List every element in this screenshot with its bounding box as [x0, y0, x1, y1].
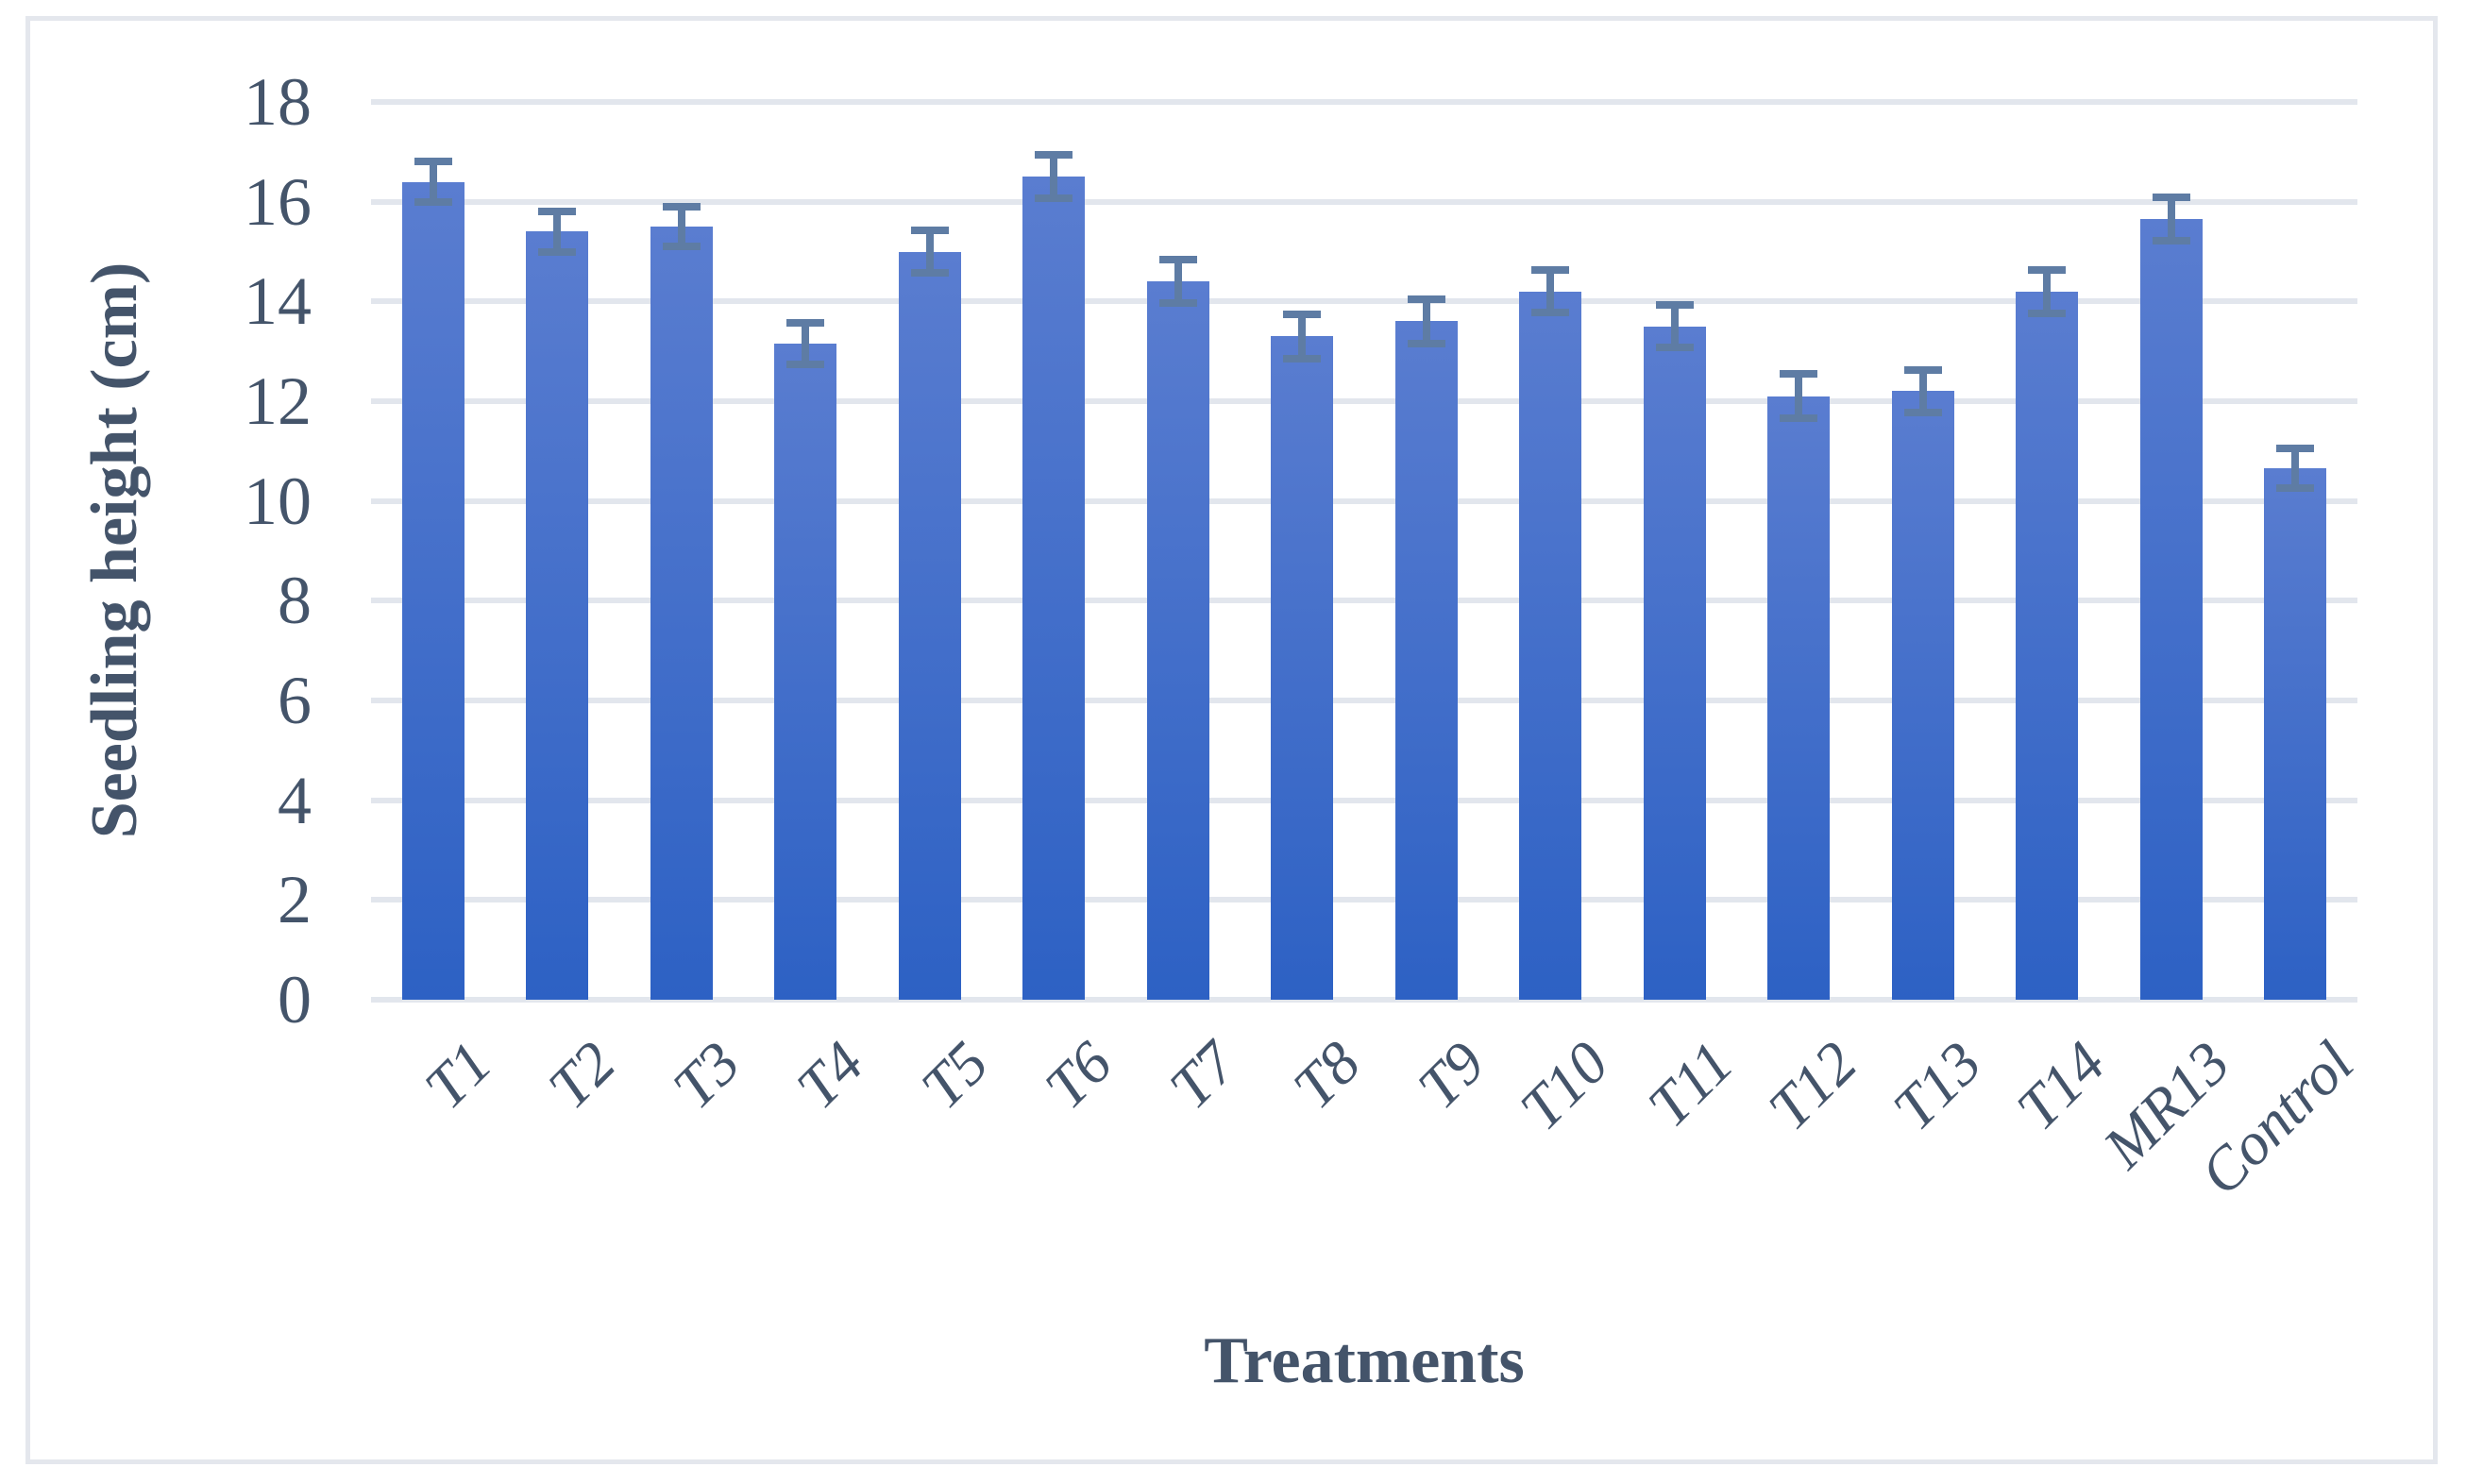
error-bar-top-cap-T4	[786, 319, 825, 328]
y-tick-label-8: 8	[278, 563, 312, 639]
bar-T13	[1891, 391, 1954, 1000]
bar-T11	[1643, 326, 1706, 1000]
gridline-10	[371, 497, 2357, 504]
error-bar-stem-T1	[429, 161, 437, 202]
error-bar-stem-T10	[1546, 270, 1555, 313]
error-bar-bottom-cap-T4	[786, 361, 825, 369]
error-bar-top-cap-T6	[1035, 151, 1073, 159]
error-bar-stem-T6	[1050, 155, 1058, 199]
y-tick-label-14: 14	[244, 263, 312, 340]
error-bar-bottom-cap-T13	[1903, 409, 1942, 417]
bar-T1	[401, 181, 464, 1000]
error-bar-bottom-cap-T2	[538, 247, 577, 256]
y-tick-label-10: 10	[244, 463, 312, 539]
y-tick-label-4: 4	[278, 762, 312, 838]
x-axis-title: Treatments	[1204, 1324, 1525, 1397]
bar-T2	[526, 231, 589, 1000]
bar-T3	[650, 227, 713, 1000]
error-bar-bottom-cap-T6	[1035, 194, 1073, 203]
bar-T9	[1394, 321, 1458, 1000]
error-bar-bottom-cap-T10	[1531, 309, 1570, 317]
error-bar-top-cap-T12	[1780, 370, 1818, 379]
gridline-0	[371, 997, 2357, 1003]
error-bar-top-cap-T10	[1531, 266, 1570, 275]
y-axis-title: Seedling height (cm)	[78, 261, 151, 839]
error-bar-bottom-cap-T14	[2028, 310, 2067, 317]
bar-T4	[774, 344, 837, 1000]
error-bar-stem-T8	[1298, 314, 1307, 359]
error-bar-bottom-cap-T8	[1283, 354, 1322, 363]
error-bar-stem-T7	[1174, 259, 1182, 304]
y-tick-label-12: 12	[244, 363, 312, 439]
gridline-14	[371, 298, 2357, 305]
bar-MR13	[2139, 219, 2203, 1000]
error-bar-stem-T14	[2043, 269, 2052, 313]
gridline-16	[371, 198, 2357, 205]
gridline-6	[371, 698, 2357, 703]
error-bar-stem-T3	[677, 206, 685, 247]
error-bar-stem-T11	[1670, 305, 1679, 348]
error-bar-top-cap-T1	[414, 158, 452, 166]
gridline-12	[371, 398, 2357, 404]
bar-T6	[1022, 177, 1086, 1000]
error-bar-top-cap-T14	[2028, 265, 2067, 274]
error-bar-stem-T5	[925, 229, 934, 274]
error-bar-stem-MR13	[2167, 197, 2175, 241]
bar-T7	[1146, 281, 1209, 1000]
gridline-4	[371, 797, 2357, 803]
bar-T8	[1271, 336, 1334, 1000]
bar-T10	[1519, 291, 1582, 1000]
y-tick-label-0: 0	[278, 962, 312, 1037]
error-bar-bottom-cap-T9	[1407, 339, 1445, 347]
bar-T5	[898, 251, 961, 1000]
y-tick-label-2: 2	[278, 862, 312, 938]
error-bar-top-cap-T8	[1283, 311, 1322, 319]
y-tick-label-6: 6	[278, 663, 312, 738]
error-bar-stem-T4	[802, 323, 810, 365]
error-bar-bottom-cap-T12	[1780, 413, 1818, 422]
error-bar-top-cap-T11	[1655, 301, 1694, 310]
gridline-8	[371, 598, 2357, 604]
error-bar-bottom-cap-MR13	[2152, 236, 2190, 245]
error-bar-bottom-cap-T7	[1158, 299, 1197, 308]
bar-T12	[1767, 396, 1831, 1000]
bar-Control	[2264, 468, 2327, 1000]
bar-T14	[2016, 291, 2079, 1000]
error-bar-bottom-cap-T3	[662, 243, 701, 251]
gridline-2	[371, 897, 2357, 903]
error-bar-stem-T9	[1422, 299, 1430, 344]
gridline-18	[371, 99, 2357, 105]
figure-border	[25, 16, 2438, 1464]
error-bar-top-cap-T13	[1903, 365, 1942, 374]
error-bar-top-cap-T9	[1407, 295, 1445, 304]
error-bar-stem-T2	[553, 211, 562, 252]
error-bar-bottom-cap-Control	[2276, 484, 2315, 493]
error-bar-bottom-cap-T1	[414, 197, 452, 206]
error-bar-top-cap-MR13	[2152, 194, 2190, 202]
error-bar-top-cap-T3	[662, 202, 701, 211]
error-bar-bottom-cap-T11	[1655, 344, 1694, 352]
error-bar-stem-Control	[2291, 448, 2300, 489]
error-bar-top-cap-T2	[538, 208, 577, 216]
error-bar-top-cap-Control	[2276, 445, 2315, 453]
y-tick-label-18: 18	[244, 64, 312, 140]
error-bar-stem-T13	[1918, 369, 1927, 413]
y-tick-label-16: 16	[244, 163, 312, 240]
error-bar-bottom-cap-T5	[910, 269, 949, 278]
error-bar-top-cap-T7	[1158, 255, 1197, 263]
error-bar-top-cap-T5	[910, 226, 949, 234]
error-bar-stem-T12	[1795, 374, 1803, 418]
